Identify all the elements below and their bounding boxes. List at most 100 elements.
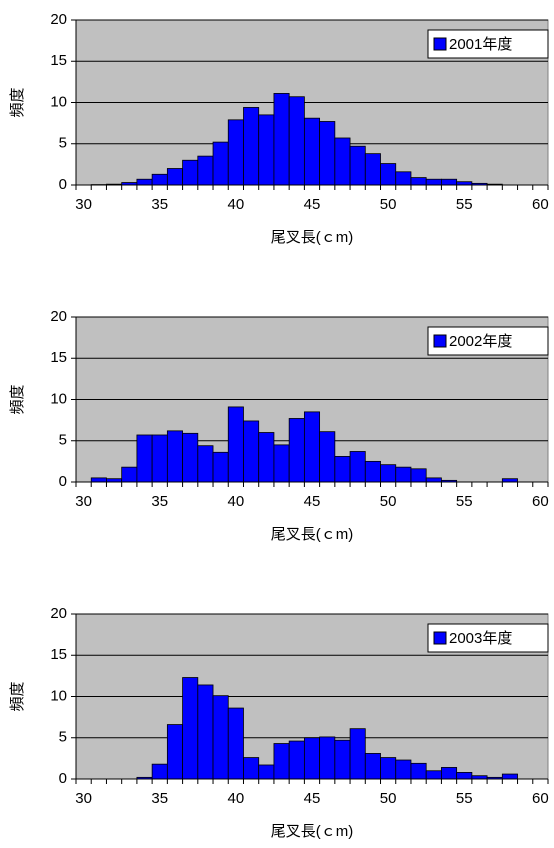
chart: 0 5 10 15 20 30 35 40 45 50 55 60 尾叉長(ｃm) 頻度 2002年度 [9,308,549,543]
y-tick-label: 10 [50,93,67,110]
x-tick-label: 45 [304,196,321,213]
bar [441,767,458,780]
x-tick-label: 30 [75,196,92,213]
bar [243,420,260,483]
bar [243,757,260,780]
bar [410,177,427,186]
bar [258,432,275,483]
bar [410,762,427,780]
x-tick-label: 55 [456,493,473,510]
bar [273,444,290,483]
bar [349,451,366,483]
bar [151,434,168,483]
x-tick-label: 60 [532,790,549,807]
x-tick-label: 35 [151,493,168,510]
bar [288,418,305,483]
y-tick-label: 0 [59,176,67,193]
x-tick-label: 60 [532,196,549,213]
bar [364,153,381,186]
bar [380,163,397,186]
bar [258,114,275,186]
bar [227,406,244,483]
bar [166,724,183,780]
bar [395,171,412,186]
bar [410,468,427,483]
bar [166,430,183,483]
x-axis-label: 尾叉長(ｃm) [271,526,354,543]
legend-label: 2001年度 [449,36,512,53]
legend-box [427,29,549,59]
legend-swatch [433,334,447,348]
x-tick-label: 50 [380,493,397,510]
bar [197,445,214,483]
x-tick-label: 55 [456,196,473,213]
legend-swatch [433,37,447,51]
bar [364,753,381,780]
bar [425,178,442,186]
x-tick-label: 50 [380,790,397,807]
y-tick-label: 20 [50,308,67,325]
x-axis-label: 尾叉長(ｃm) [271,229,354,246]
x-tick-label: 40 [228,790,245,807]
x-tick-label: 55 [456,790,473,807]
bar [319,736,336,780]
bar [288,740,305,780]
bar [121,466,138,483]
y-tick-label: 15 [50,646,67,663]
bar [136,434,153,483]
bar [182,677,199,780]
chart: 0 5 10 15 20 30 35 40 45 50 55 60 尾叉長(ｃm) 頻度 2001年度 [9,11,549,246]
y-tick-label: 5 [59,135,67,152]
bar [166,168,183,186]
bar [227,119,244,186]
bar [151,173,168,186]
bar [273,743,290,780]
bar [319,431,336,483]
y-tick-label: 20 [50,605,67,622]
y-tick-label: 0 [59,473,67,490]
x-tick-label: 45 [304,493,321,510]
bar [334,456,351,483]
bar [425,770,442,780]
x-tick-label: 50 [380,196,397,213]
y-tick-label: 15 [50,349,67,366]
y-tick-label: 10 [50,390,67,407]
y-tick-label: 0 [59,770,67,787]
x-tick-label: 40 [228,493,245,510]
bar [303,411,321,483]
bar [197,684,214,780]
y-tick-label: 20 [50,11,67,28]
bar [273,93,290,186]
x-tick-label: 35 [151,790,168,807]
legend-box [427,623,549,653]
bar [303,737,321,780]
bar [380,464,397,483]
y-tick-label: 15 [50,52,67,69]
y-axis-label: 頻度 [9,87,26,117]
bar [303,117,321,186]
bar [136,178,153,186]
x-tick-label: 30 [75,790,92,807]
legend-swatch [433,631,447,645]
bar [319,121,336,186]
bar [441,178,458,186]
x-tick-label: 40 [228,196,245,213]
y-tick-label: 5 [59,432,67,449]
bar [425,477,442,483]
y-tick-label: 5 [59,729,67,746]
bar [90,477,107,483]
y-axis-label: 頻度 [9,681,26,711]
y-tick-label: 10 [50,687,67,704]
y-axis-label: 頻度 [9,384,26,414]
bar [212,695,229,780]
chart: 0 5 10 15 20 30 35 40 45 50 55 60 尾叉長(ｃm) 頻度 2003年度 [9,605,549,840]
bar [501,773,518,780]
x-tick-label: 35 [151,196,168,213]
bar [212,451,229,483]
bar [334,739,351,780]
x-tick-label: 60 [532,493,549,510]
bar [364,460,381,483]
x-tick-label: 30 [75,493,92,510]
bar [243,107,260,186]
